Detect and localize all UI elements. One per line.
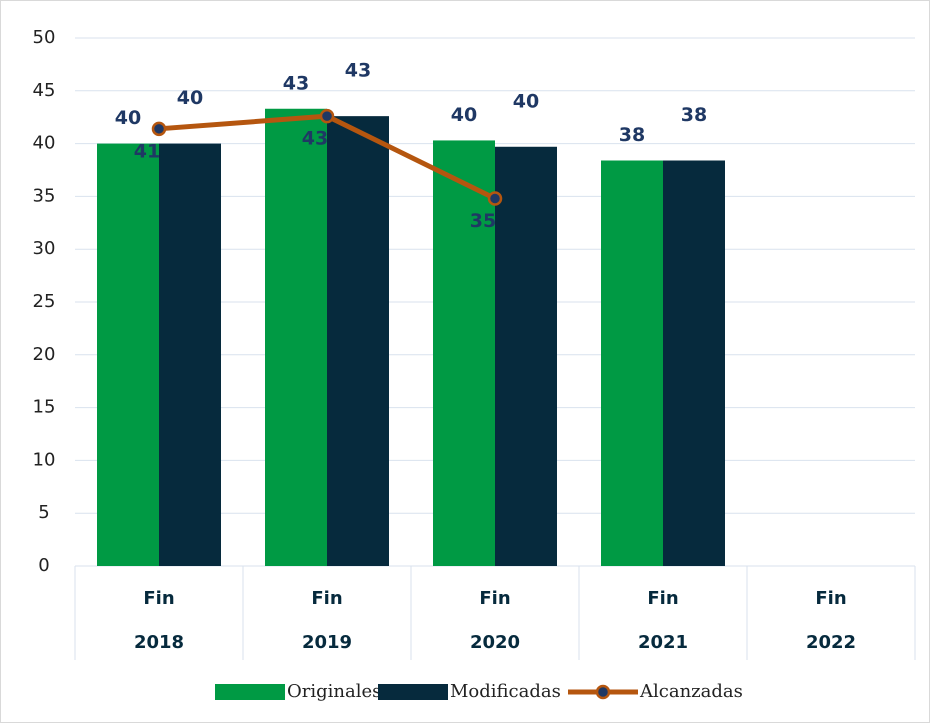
bar — [97, 143, 159, 566]
data-label: 40 — [177, 87, 203, 109]
line-marker — [487, 191, 503, 206]
data-label: 41 — [134, 140, 160, 162]
x-tick-label: Fin — [647, 588, 678, 609]
bar — [327, 116, 389, 567]
y-tick-label: 45 — [33, 80, 56, 101]
y-tick-label: 30 — [33, 238, 56, 259]
legend-swatch — [215, 684, 285, 700]
x-tick-label: 2022 — [806, 632, 856, 653]
x-tick-label: 2019 — [302, 632, 352, 653]
bar — [495, 146, 557, 566]
bar — [159, 143, 221, 566]
x-tick-label: Fin — [479, 588, 510, 609]
data-label: 40 — [451, 104, 477, 126]
y-tick-label: 5 — [38, 502, 49, 523]
legend-swatch — [378, 684, 448, 700]
y-tick-label: 15 — [33, 397, 56, 418]
bar — [265, 108, 327, 566]
line-marker — [319, 108, 335, 124]
data-label: 43 — [345, 60, 371, 82]
y-tick-label: 0 — [38, 555, 49, 576]
bar — [601, 160, 663, 566]
y-tick-label: 25 — [33, 291, 56, 312]
data-label: 43 — [302, 128, 328, 150]
y-tick-label: 10 — [33, 449, 56, 470]
x-tick-label: Fin — [311, 588, 342, 609]
y-tick-label: 35 — [33, 185, 56, 206]
y-tick-label: 50 — [33, 27, 56, 48]
y-tick-label: 40 — [33, 133, 56, 154]
legend-label: Modificadas — [450, 681, 561, 702]
legend-label: Alcanzadas — [639, 681, 743, 702]
x-tick-label: 2018 — [134, 632, 184, 653]
x-tick-label: Fin — [143, 588, 174, 609]
bar — [663, 160, 725, 566]
data-label: 43 — [283, 72, 309, 94]
data-label: 38 — [619, 124, 645, 146]
data-label: 35 — [470, 210, 496, 232]
data-label: 40 — [115, 107, 141, 129]
y-tick-label: 20 — [33, 344, 56, 365]
data-label: 40 — [513, 90, 539, 112]
legend-label: Originales — [287, 681, 381, 702]
legend-swatch — [595, 684, 611, 700]
bar — [433, 140, 495, 566]
data-label: 38 — [681, 104, 707, 126]
line-marker — [151, 121, 167, 137]
x-tick-label: Fin — [815, 588, 846, 609]
x-tick-label: 2021 — [638, 632, 688, 653]
x-tick-label: 2020 — [470, 632, 520, 653]
